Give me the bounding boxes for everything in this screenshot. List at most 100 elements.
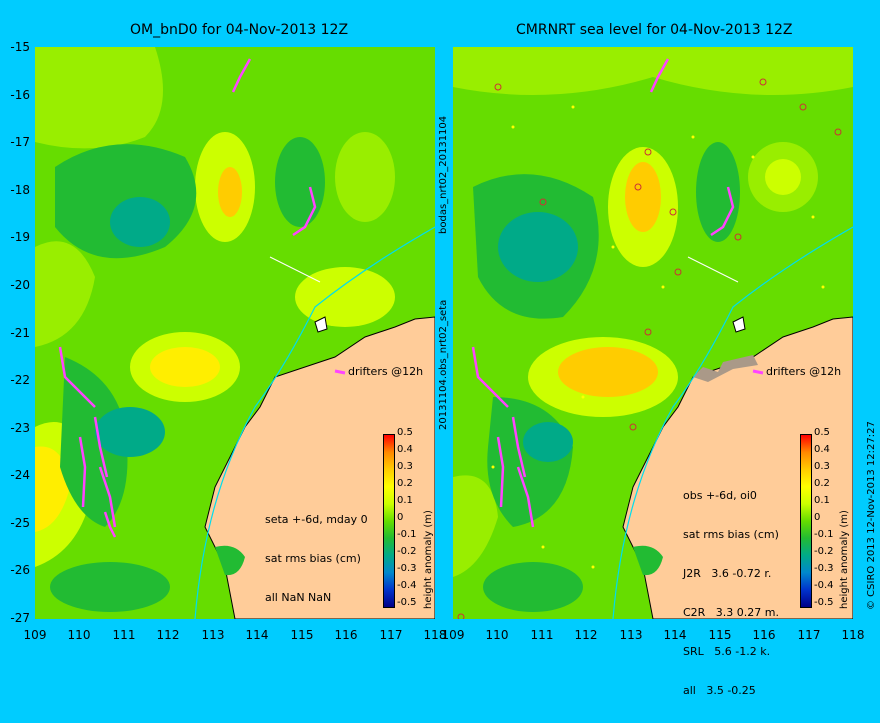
lon-tick: 112: [574, 628, 598, 642]
lat-tick: -17: [10, 135, 30, 149]
lat-tick: -15: [10, 40, 30, 54]
anomaly-region: [275, 137, 325, 227]
anomaly-region: [696, 142, 740, 242]
obs-point: [674, 268, 682, 276]
lon-tick: 114: [663, 628, 687, 642]
anomaly-region: [453, 475, 498, 577]
observation-points: [457, 78, 842, 619]
drifter-legend-marker: [334, 369, 346, 375]
lon-tick: 118: [423, 628, 447, 642]
obs-point: [629, 423, 637, 431]
observation-dots: [491, 105, 825, 569]
anomaly-region: [625, 162, 661, 232]
drifter-track: [103, 511, 117, 538]
lon-tick: 110: [67, 628, 91, 642]
land-mass: [622, 316, 853, 619]
drifter-track: [511, 416, 527, 478]
obs-point: [759, 78, 767, 86]
lon-tick: 112: [156, 628, 180, 642]
middle-top-label: bodas_nrt02_20131104: [438, 115, 449, 234]
anomaly-region: [483, 562, 583, 612]
anomaly-region: [335, 132, 395, 222]
lat-tick: -25: [10, 516, 30, 530]
island: [732, 316, 746, 333]
drifter-track: [516, 466, 535, 528]
lon-tick: 114: [245, 628, 269, 642]
cb-tick: 0.3: [814, 461, 830, 472]
annotation-line: all NaN NaN: [265, 591, 332, 604]
right-colorbar-label: height anomaly (m): [839, 510, 850, 609]
anomaly-region: [95, 407, 165, 457]
middle-bottom-label: 20131104.obs_nrt02_seta: [438, 299, 449, 430]
cb-tick: -0.1: [397, 529, 417, 540]
cb-tick: -0.3: [814, 563, 834, 574]
obs-point: [669, 208, 677, 216]
cb-tick: 0.1: [397, 495, 413, 506]
right-annotation: obs +-6d, oi0 sat rms bias (cm) J2R 3.6 …: [683, 463, 779, 723]
anomaly-region: [110, 197, 170, 247]
lon-tick: 111: [112, 628, 136, 642]
right-map-plot: [453, 47, 853, 619]
cb-tick: -0.3: [397, 563, 417, 574]
lat-tick: -16: [10, 88, 30, 102]
lon-tick: 116: [752, 628, 776, 642]
anomaly-region: [150, 347, 220, 387]
lat-tick: -27: [10, 611, 30, 625]
annotation-line: seta +-6d, mday 0: [265, 513, 368, 526]
drifter-track: [649, 58, 670, 93]
lat-tick: -18: [10, 183, 30, 197]
cb-tick: 0.3: [397, 461, 413, 472]
annotation-line: SRL 5.6 -1.2 k.: [683, 645, 771, 658]
left-annotation: seta +-6d, mday 0 sat rms bias (cm) all …: [265, 487, 368, 630]
lat-tick: -21: [10, 326, 30, 340]
anomaly-region: [218, 167, 242, 217]
lat-tick: -20: [10, 278, 30, 292]
left-map-title: OM_bnD0 for 04-Nov-2013 12Z: [130, 22, 349, 38]
cb-tick: -0.2: [397, 546, 417, 557]
obs-dot: [571, 105, 575, 109]
cb-tick: 0.2: [814, 478, 830, 489]
right-drifters-label: drifters @12h: [766, 365, 842, 378]
cb-tick: -0.2: [814, 546, 834, 557]
lat-tick: -23: [10, 421, 30, 435]
drifter-track: [98, 466, 117, 528]
right-colorbar-ticks: 0.5 0.4 0.3 0.2 0.1 0 -0.1 -0.2 -0.3 -0.…: [814, 427, 846, 617]
cb-tick: 0.1: [814, 495, 830, 506]
anomaly-region: [60, 357, 128, 527]
right-colorbar: [800, 434, 812, 608]
lat-tick: -22: [10, 373, 30, 387]
right-map-panel: drifters @12h obs +-6d, oi0 sat rms bias…: [453, 47, 853, 697]
left-drifters-label: drifters @12h: [348, 365, 424, 378]
cb-tick: -0.4: [397, 580, 417, 591]
obs-point: [494, 83, 502, 91]
annotation-line: J2R 3.6 -0.72 r.: [683, 567, 772, 580]
drifter-track: [292, 186, 317, 237]
cb-tick: -0.4: [814, 580, 834, 591]
obs-dot: [591, 565, 595, 569]
cb-tick: -0.5: [814, 597, 834, 608]
obs-dot: [541, 545, 545, 549]
right-map-title: CMRNRT sea level for 04-Nov-2013 12Z: [516, 22, 793, 38]
annotation-line: all 3.5 -0.25: [683, 684, 756, 697]
drifter-track: [231, 58, 252, 93]
left-map-plot: [35, 47, 435, 619]
coastal-shelf: [633, 545, 663, 576]
annotation-line: C2R 3.3 0.27 m.: [683, 606, 780, 619]
cb-tick: 0.4: [814, 444, 830, 455]
transect-line: [269, 256, 321, 283]
obs-dot: [511, 125, 515, 129]
obs-point: [539, 198, 547, 206]
drifter-track: [93, 416, 109, 478]
annotation-line: obs +-6d, oi0: [683, 489, 757, 502]
coastal-shelf: [693, 355, 758, 382]
obs-dot: [581, 395, 585, 399]
cb-tick: 0.5: [397, 427, 413, 438]
cb-tick: -0.5: [397, 597, 417, 608]
left-lat-axis: -15 -16 -17 -18 -19 -20 -21 -22 -23 -24 …: [0, 40, 32, 630]
cb-tick: -0.1: [814, 529, 834, 540]
cb-tick: 0.4: [397, 444, 413, 455]
obs-dot: [751, 155, 755, 159]
isobath-line: [612, 226, 853, 619]
lon-tick: 110: [485, 628, 509, 642]
lon-tick: 109: [23, 628, 47, 642]
